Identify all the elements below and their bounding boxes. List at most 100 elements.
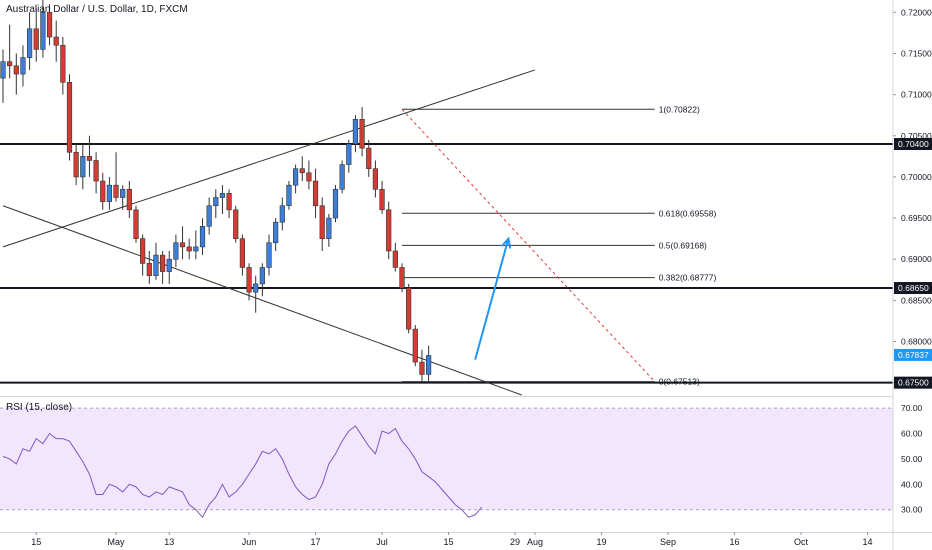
candle-body[interactable] [226,193,232,211]
candle-body[interactable] [339,164,345,190]
candle-body[interactable] [80,156,86,178]
fib-level-label: 0(0.67513) [659,377,700,387]
candle-body[interactable] [46,12,53,38]
level-layer [0,143,893,384]
trend-layer [2,69,656,396]
candle-body[interactable] [239,238,246,268]
candle-body[interactable] [392,250,398,268]
candle-body[interactable] [133,209,139,239]
candle-body[interactable] [20,57,26,75]
candle-body[interactable] [120,188,126,198]
candle-body[interactable] [0,61,6,79]
candle-body[interactable] [319,205,325,239]
candle-body[interactable] [93,160,99,182]
rsi-title: RSI (15, close) [6,402,73,413]
price-tick-label: 0.68500 [901,295,932,305]
candle-body[interactable] [100,180,106,202]
time-tick-label: 15 [31,537,41,547]
rsi-tick-label: 70.00 [901,403,923,413]
candle-body[interactable] [7,61,13,67]
candle-body[interactable] [179,242,186,248]
candle-body[interactable] [66,81,73,153]
candle-body[interactable] [193,246,199,252]
candle-body[interactable] [213,197,219,207]
candle-body[interactable] [53,36,59,46]
candle-body[interactable] [292,168,299,186]
candle-body[interactable] [219,193,226,198]
candle-body[interactable] [186,246,192,252]
candle-body[interactable] [26,28,33,58]
candle-body[interactable] [106,184,112,202]
candle-body[interactable] [146,263,152,276]
candle-body[interactable] [140,238,146,264]
candle-body[interactable] [406,287,412,330]
candle-body[interactable] [299,168,305,174]
fib-level-label: 0.618(0.69558) [659,208,717,218]
time-tick-label: 13 [164,537,174,547]
dashed-projection-line [401,108,656,382]
fib-level-label: 0.382(0.68777) [659,273,717,283]
price-tick-label: 0.71500 [901,48,932,58]
candle-body[interactable] [286,184,292,207]
time-tick-label: 17 [311,537,321,547]
candle-body[interactable] [253,283,259,293]
candle-body[interactable] [273,221,279,244]
level-price-label: 0.67500 [898,378,929,388]
candle-body[interactable] [399,267,405,289]
level-price-label: 0.68650 [898,283,929,293]
rsi-tick-label: 60.00 [901,429,923,439]
forecast-arrow-shaft [474,238,510,360]
fib-level-label: 1(0.70822) [659,104,700,114]
candle-body[interactable] [419,361,425,375]
time-tick-label: Jun [242,537,257,547]
candle-body[interactable] [166,258,172,272]
candle-body[interactable] [160,254,166,272]
time-tick-label: 29 [510,537,520,547]
candle-body[interactable] [346,143,352,165]
level-price-tag [894,138,932,151]
candle-body[interactable] [113,184,119,198]
candle-body[interactable] [359,119,365,149]
candle-body[interactable] [312,180,319,207]
rsi-band [0,408,893,510]
time-tick-label: 14 [862,537,872,547]
candle-body[interactable] [86,156,93,161]
candle-body[interactable] [233,209,239,239]
candle-body[interactable] [60,44,66,83]
forecast-arrow-head [501,236,512,249]
candle-body[interactable] [326,217,332,239]
candle-body[interactable] [40,12,46,50]
candle-body[interactable] [279,205,285,223]
rsi-tick-label: 30.00 [901,505,923,515]
candle-body[interactable] [153,254,159,276]
fib-layer: 1(0.70822) 0.618(0.69558) 0.5(0.69168) 0.38… [402,104,717,387]
candle-body[interactable] [352,119,359,145]
candle-body[interactable] [126,188,132,211]
candle-body[interactable] [412,328,418,363]
candle-body[interactable] [386,209,392,252]
candle-body[interactable] [206,205,212,227]
price-tick-label: 0.70500 [901,131,932,141]
time-tick-label: Jul [376,537,388,547]
candle-body[interactable] [173,242,179,260]
level-price-tag [894,376,932,389]
candle-body[interactable] [33,28,39,50]
price-tick-label: 0.71000 [901,90,932,100]
candle-body[interactable] [379,188,385,211]
candle-body[interactable] [73,151,79,178]
time-tick-label: 16 [729,537,739,547]
candle-body[interactable] [199,226,206,248]
candle-body[interactable] [246,267,252,293]
chart-title: Australian Dollar / U.S. Dollar, 1D, FXC… [6,4,188,15]
candle-body[interactable] [13,65,19,75]
candle-body[interactable] [266,242,272,268]
candle-body[interactable] [366,147,372,169]
candle-body[interactable] [259,267,265,285]
candle-body[interactable] [425,355,432,375]
time-tick-label: Oct [794,537,809,547]
candle-body[interactable] [372,168,379,190]
candle-body[interactable] [306,172,312,182]
candle-body[interactable] [332,188,339,219]
candle-layer[interactable] [0,0,432,382]
